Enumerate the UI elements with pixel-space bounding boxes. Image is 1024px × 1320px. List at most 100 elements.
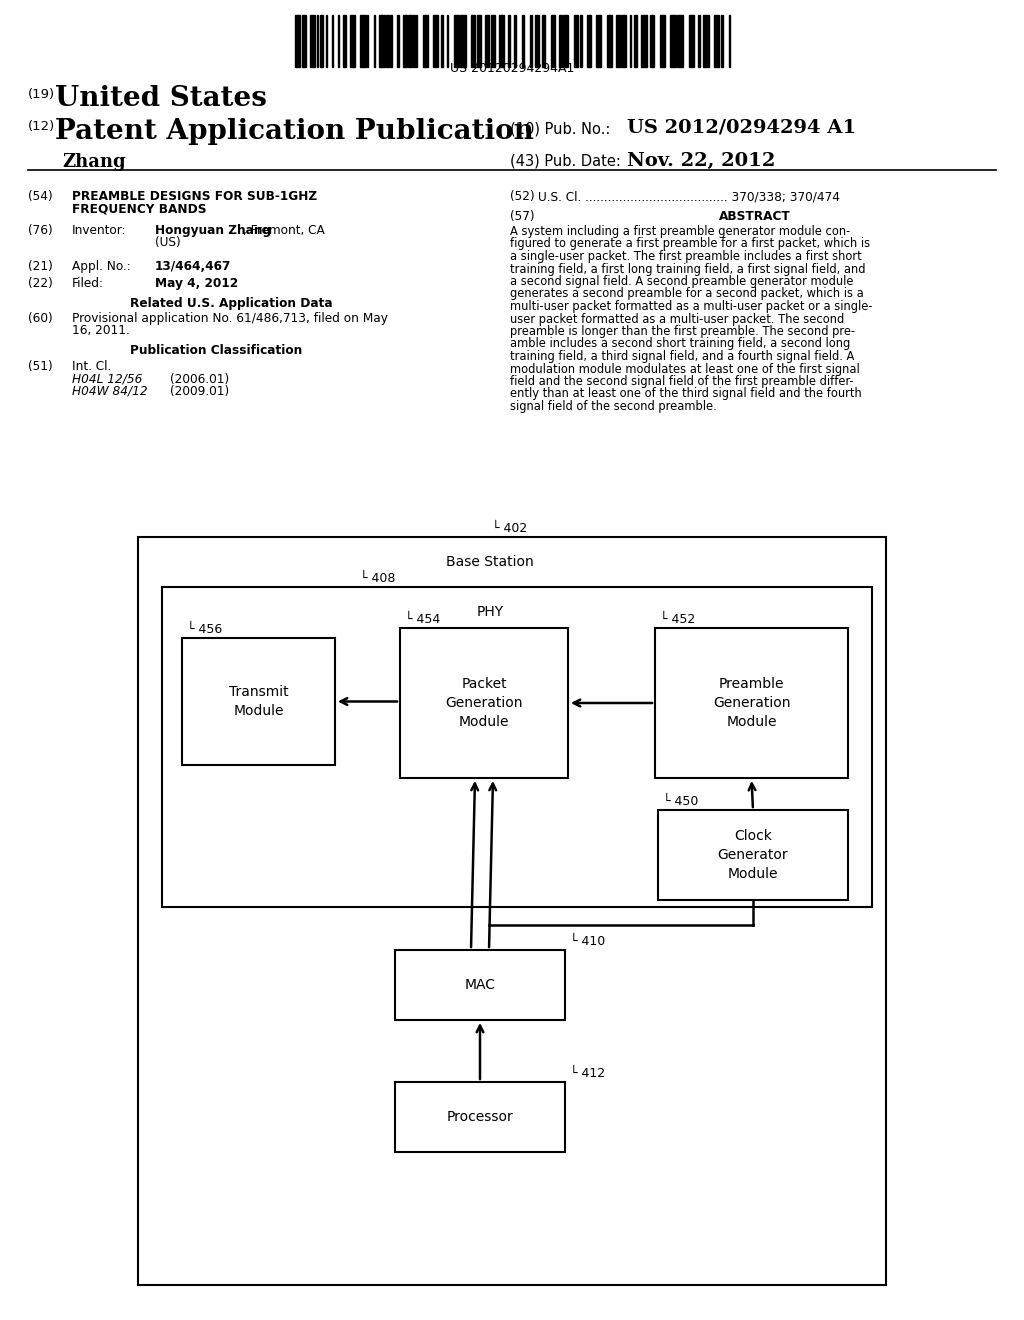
Text: (2006.01): (2006.01)	[170, 374, 229, 385]
Text: └ 410: └ 410	[570, 935, 605, 948]
Text: a second signal field. A second preamble generator module: a second signal field. A second preamble…	[510, 275, 853, 288]
Text: generates a second preamble for a second packet, which is a: generates a second preamble for a second…	[510, 288, 864, 301]
Text: 13/464,467: 13/464,467	[155, 260, 231, 273]
Bar	[530, 15, 532, 67]
Text: Related U.S. Application Data: Related U.S. Application Data	[130, 297, 333, 310]
Bar	[650, 15, 654, 67]
Text: └ 402: └ 402	[492, 521, 527, 535]
Bar	[182, 638, 335, 766]
Bar	[655, 628, 848, 777]
Text: Int. Cl.: Int. Cl.	[72, 360, 112, 374]
Text: training field, a first long training field, a first signal field, and: training field, a first long training fi…	[510, 263, 865, 276]
Text: Zhang: Zhang	[62, 153, 126, 172]
Text: H04W 84/12: H04W 84/12	[72, 385, 147, 399]
Text: Appl. No.:: Appl. No.:	[72, 260, 131, 273]
Bar	[379, 15, 385, 67]
Bar	[386, 15, 389, 67]
Bar	[698, 15, 700, 67]
Text: Publication Classification: Publication Classification	[130, 345, 302, 356]
Bar	[689, 15, 694, 67]
Text: multi-user packet formatted as a multi-user packet or a single-: multi-user packet formatted as a multi-u…	[510, 300, 872, 313]
Text: MAC: MAC	[465, 978, 496, 993]
Bar	[397, 15, 399, 67]
Text: (76): (76)	[28, 224, 53, 238]
Bar	[596, 15, 601, 67]
Bar	[454, 15, 459, 67]
Text: U.S. Cl. ...................................... 370/338; 370/474: U.S. Cl. ...............................…	[538, 190, 840, 203]
Text: (54): (54)	[28, 190, 53, 203]
Text: (57): (57)	[510, 210, 535, 223]
Bar	[395, 950, 565, 1020]
Bar	[310, 15, 315, 67]
Bar	[413, 15, 415, 67]
Bar	[423, 15, 428, 67]
Bar	[485, 15, 489, 67]
Text: Filed:: Filed:	[72, 277, 104, 290]
Bar	[574, 15, 578, 67]
Text: Inventor:: Inventor:	[72, 224, 127, 238]
Text: Transmit
Module: Transmit Module	[228, 685, 289, 718]
Text: Hongyuan Zhang: Hongyuan Zhang	[155, 224, 271, 238]
Bar	[400, 628, 568, 777]
Text: (10) Pub. No.:: (10) Pub. No.:	[510, 121, 610, 137]
Text: (US): (US)	[155, 236, 181, 249]
Bar	[408, 15, 412, 67]
Bar	[563, 15, 568, 67]
Text: signal field of the second preamble.: signal field of the second preamble.	[510, 400, 717, 413]
Bar	[433, 15, 438, 67]
Bar	[677, 15, 683, 67]
Text: Base Station: Base Station	[446, 554, 534, 569]
Bar	[471, 15, 475, 67]
Bar	[559, 15, 562, 67]
Bar	[641, 15, 647, 67]
Bar	[460, 15, 466, 67]
Bar	[580, 15, 582, 67]
Text: (19): (19)	[28, 88, 55, 102]
Bar	[616, 15, 620, 67]
Text: ABSTRACT: ABSTRACT	[719, 210, 791, 223]
Bar	[535, 15, 539, 67]
Text: └ 412: └ 412	[570, 1067, 605, 1080]
Text: (12): (12)	[28, 120, 55, 133]
Bar	[499, 15, 504, 67]
Text: Preamble
Generation
Module: Preamble Generation Module	[713, 676, 791, 730]
Text: field and the second signal field of the first preamble differ-: field and the second signal field of the…	[510, 375, 854, 388]
Bar	[634, 15, 637, 67]
Text: figured to generate a first preamble for a first packet, which is: figured to generate a first preamble for…	[510, 238, 870, 251]
Bar	[441, 15, 443, 67]
Text: └ 408: └ 408	[360, 572, 395, 585]
Bar	[551, 15, 555, 67]
Text: US 2012/0294294 A1: US 2012/0294294 A1	[627, 119, 856, 137]
Bar	[162, 587, 872, 907]
Bar	[508, 15, 510, 67]
Bar	[350, 15, 355, 67]
Text: ently than at least one of the third signal field and the fourth: ently than at least one of the third sig…	[510, 388, 862, 400]
Text: amble includes a second short training field, a second long: amble includes a second short training f…	[510, 338, 850, 351]
Text: H04L 12/56: H04L 12/56	[72, 374, 142, 385]
Text: FREQUENCY BANDS: FREQUENCY BANDS	[72, 202, 207, 215]
Text: United States: United States	[55, 84, 267, 112]
Bar	[138, 537, 886, 1284]
Bar	[395, 1082, 565, 1152]
Bar	[295, 15, 300, 67]
Bar	[703, 15, 709, 67]
Text: US 20120294294A1: US 20120294294A1	[450, 62, 574, 75]
Text: (21): (21)	[28, 260, 53, 273]
Text: a single-user packet. The first preamble includes a first short: a single-user packet. The first preamble…	[510, 249, 862, 263]
Text: PHY: PHY	[476, 605, 504, 619]
Bar	[607, 15, 612, 67]
Bar	[658, 810, 848, 900]
Text: Packet
Generation
Module: Packet Generation Module	[445, 676, 522, 730]
Text: Patent Application Publication: Patent Application Publication	[55, 117, 534, 145]
Text: , Fremont, CA: , Fremont, CA	[243, 224, 325, 238]
Text: (51): (51)	[28, 360, 53, 374]
Text: user packet formatted as a multi-user packet. The second: user packet formatted as a multi-user pa…	[510, 313, 844, 326]
Text: (43) Pub. Date:: (43) Pub. Date:	[510, 154, 621, 169]
Text: modulation module modulates at least one of the first signal: modulation module modulates at least one…	[510, 363, 860, 375]
Bar	[490, 15, 495, 67]
Text: training field, a third signal field, and a fourth signal field. A: training field, a third signal field, an…	[510, 350, 854, 363]
Text: Provisional application No. 61/486,713, filed on May: Provisional application No. 61/486,713, …	[72, 312, 388, 325]
Text: 16, 2011.: 16, 2011.	[72, 323, 130, 337]
Bar	[343, 15, 346, 67]
Text: preamble is longer than the first preamble. The second pre-: preamble is longer than the first preamb…	[510, 325, 855, 338]
